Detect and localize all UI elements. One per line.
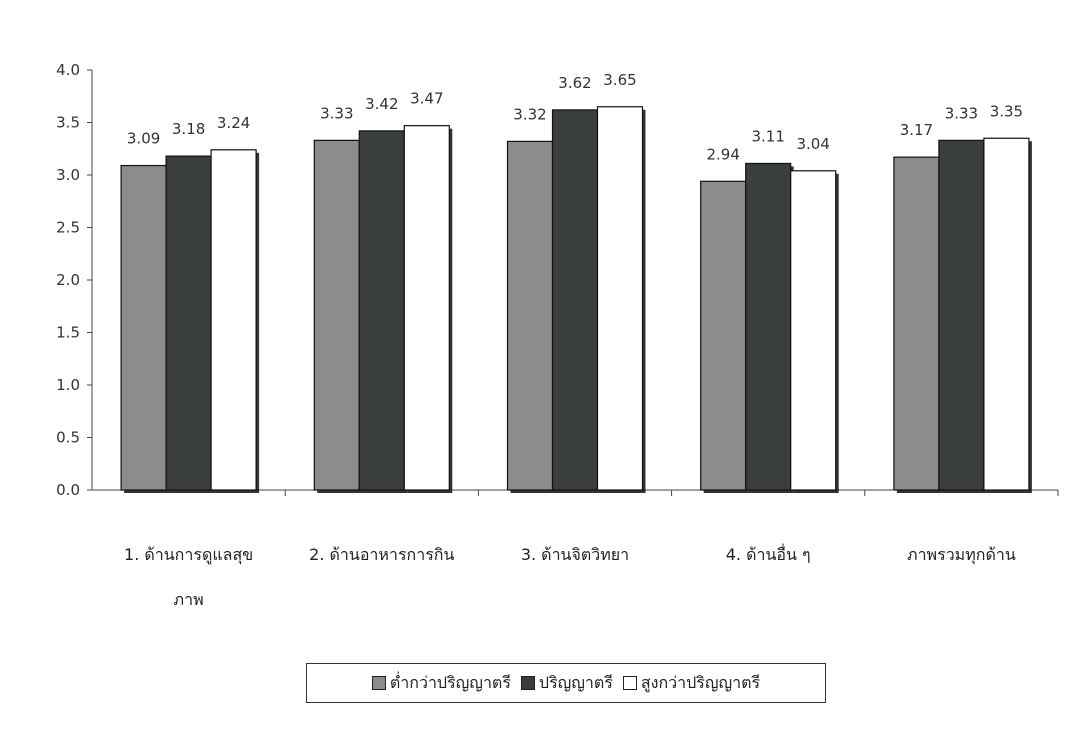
- legend: ต่ำกว่าปริญญาตรี ปริญญาตรี สูงกว่าปริญญา…: [306, 663, 826, 703]
- y-tick-label: 1.0: [56, 376, 80, 394]
- bar: [210, 149, 257, 491]
- y-tick-label: 4.0: [56, 61, 80, 79]
- legend-item-below-bachelor: ต่ำกว่าปริญญาตรี: [371, 671, 511, 696]
- y-tick-label: 3.0: [56, 166, 80, 184]
- bar: [596, 106, 644, 491]
- legend-label: สูงกว่าปริญญาตรี: [640, 672, 761, 692]
- data-label: 3.33: [320, 104, 353, 122]
- data-label: 3.24: [217, 114, 250, 132]
- y-tick-label: 0.0: [56, 481, 80, 499]
- y-tick-label: 0.5: [56, 429, 80, 447]
- bar: [893, 156, 940, 491]
- legend-item-above-bachelor: สูงกว่าปริญญาตรี: [622, 671, 761, 696]
- data-label: 3.32: [513, 105, 546, 123]
- data-label: 3.09: [127, 130, 160, 148]
- legend-swatch: [520, 676, 535, 690]
- bar: [358, 130, 405, 491]
- data-label: 3.35: [990, 102, 1023, 120]
- category-label: 1. ด้านการดูแลสุข: [124, 545, 253, 565]
- category-label: 4. ด้านอื่น ๆ: [726, 543, 811, 564]
- bar: [983, 137, 1030, 491]
- bar: [120, 164, 167, 491]
- bar: [745, 162, 792, 491]
- bar: [938, 139, 985, 491]
- data-label: 3.17: [900, 121, 933, 139]
- y-tick-label: 2.0: [56, 271, 80, 289]
- data-label: 3.33: [945, 104, 978, 122]
- legend-label: ต่ำกว่าปริญญาตรี: [389, 672, 511, 692]
- legend-item-bachelor: ปริญญาตรี: [520, 671, 613, 696]
- bar: [403, 125, 450, 491]
- category-label: ภาพรวมทุกด้าน: [907, 545, 1016, 565]
- category-label: ภาพ: [174, 590, 204, 609]
- bar: [506, 140, 554, 491]
- data-label: 3.04: [796, 135, 829, 153]
- data-label: 3.65: [603, 71, 636, 89]
- y-tick-label: 1.5: [56, 324, 80, 342]
- category-label: 2. ด้านอาหารการกิน: [309, 545, 454, 564]
- bar: [700, 180, 747, 491]
- legend-label: ปริญญาตรี: [538, 672, 613, 692]
- data-label: 2.94: [706, 145, 739, 163]
- data-label: 3.11: [751, 127, 784, 145]
- bar: [313, 139, 360, 491]
- y-tick-label: 3.5: [56, 114, 80, 132]
- y-tick-label: 2.5: [56, 219, 80, 237]
- data-label: 3.62: [558, 74, 591, 92]
- bar: [165, 155, 212, 491]
- legend-swatch: [622, 676, 637, 690]
- legend-swatch: [371, 676, 386, 690]
- bar: [790, 170, 837, 491]
- data-label: 3.42: [365, 95, 398, 113]
- bar: [551, 109, 599, 491]
- data-label: 3.47: [410, 90, 443, 108]
- data-label: 3.18: [172, 120, 205, 138]
- category-label: 3. ด้านจิตวิทยา: [521, 545, 629, 564]
